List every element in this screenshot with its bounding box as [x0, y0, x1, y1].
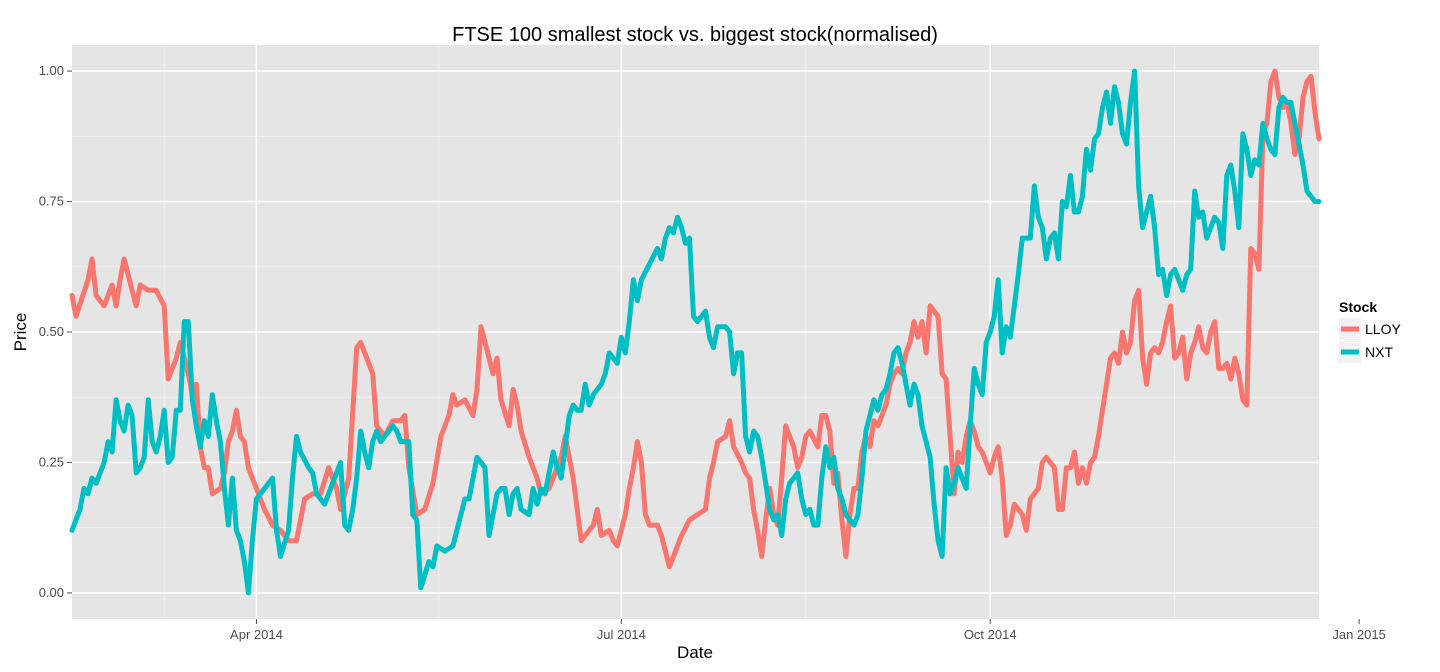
legend-title: Stock	[1339, 299, 1377, 315]
series-line-nxt	[69, 68, 1322, 596]
series-lines	[69, 68, 1322, 596]
legend-label-lloy: LLOY	[1365, 321, 1401, 337]
y-axis-title: Price	[11, 313, 30, 352]
y-axis: 0.00 0.25 0.50 0.75 1.00	[39, 63, 72, 600]
y-tick-label: 0.25	[39, 454, 64, 469]
y-tick-label: 0.50	[39, 324, 64, 339]
x-tick-label: Jul 2014	[597, 627, 646, 642]
x-axis-title: Date	[677, 643, 713, 662]
chart-title: FTSE 100 smallest stock vs. biggest stoc…	[452, 24, 938, 46]
gridlines	[72, 45, 1360, 619]
x-tick-label: Oct 2014	[964, 627, 1017, 642]
y-tick-label: 1.00	[39, 63, 64, 78]
legend: Stock LLOY NXT	[1339, 299, 1401, 363]
y-tick-label: 0.75	[39, 194, 64, 209]
x-tick-label: Apr 2014	[230, 627, 283, 642]
y-tick-label: 0.00	[39, 585, 64, 600]
series-line-lloy	[69, 68, 1322, 570]
x-tick-label: Jan 2015	[1332, 627, 1386, 642]
legend-label-nxt: NXT	[1365, 344, 1393, 360]
